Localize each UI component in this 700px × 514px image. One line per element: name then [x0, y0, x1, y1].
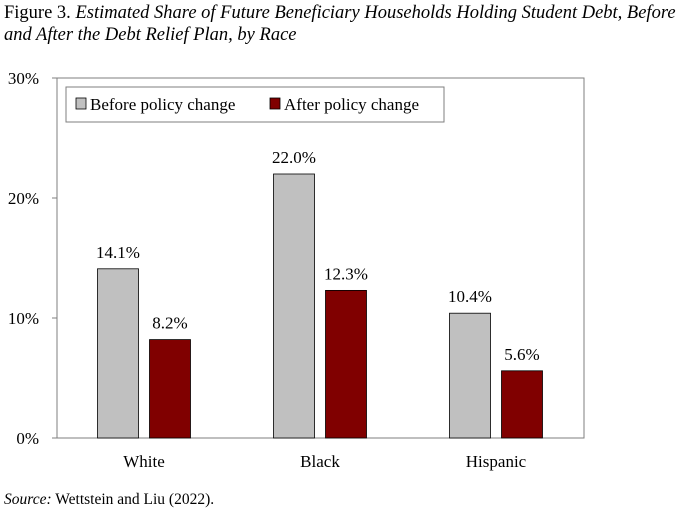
data-label: 14.1% [96, 243, 140, 262]
legend: Before policy change After policy change [65, 86, 445, 123]
source-label: Source: [4, 491, 52, 508]
legend-label: Before policy change [90, 95, 235, 114]
data-label: 22.0% [272, 148, 316, 167]
y-tick-label: 30% [8, 69, 39, 88]
bar-hispanic-after [501, 370, 543, 439]
data-label: 10.4% [448, 287, 492, 306]
source-note: Source: Wettstein and Liu (2022). [4, 491, 214, 509]
x-axis: White Black Hispanic [123, 452, 526, 471]
bar-black-after [325, 289, 367, 439]
x-category-label: Hispanic [466, 452, 527, 471]
plot-frame [56, 77, 585, 439]
bar-black-before [273, 173, 315, 439]
legend-label: After policy change [284, 95, 419, 114]
figure-title: Estimated Share of Future Beneficiary Ho… [4, 3, 676, 45]
figure-number: Figure 3. [4, 3, 71, 23]
y-tick-label: 10% [8, 309, 39, 328]
data-label: 8.2% [152, 314, 187, 333]
chart-title: Figure 3. Estimated Share of Future Bene… [4, 2, 694, 46]
bar-white-before [97, 268, 139, 439]
legend-box [65, 86, 445, 123]
bars: 14.1% 8.2% 22.0% 12.3% 10.4% 5.6% [96, 148, 543, 439]
legend-swatch [75, 97, 87, 110]
legend-swatch [269, 97, 281, 110]
plot-area [56, 77, 585, 439]
x-category-label: Black [300, 452, 340, 471]
data-label: 12.3% [324, 264, 368, 283]
data-label: 5.6% [504, 345, 539, 364]
y-tick-label: 20% [8, 189, 39, 208]
y-tick-label: 0% [16, 429, 39, 448]
x-category-label: White [123, 452, 165, 471]
source-text: Wettstein and Liu (2022). [55, 491, 215, 508]
y-axis: 0% 10% 20% 30% [8, 69, 57, 448]
bar-hispanic-before [449, 312, 491, 439]
bar-white-after [149, 339, 191, 439]
